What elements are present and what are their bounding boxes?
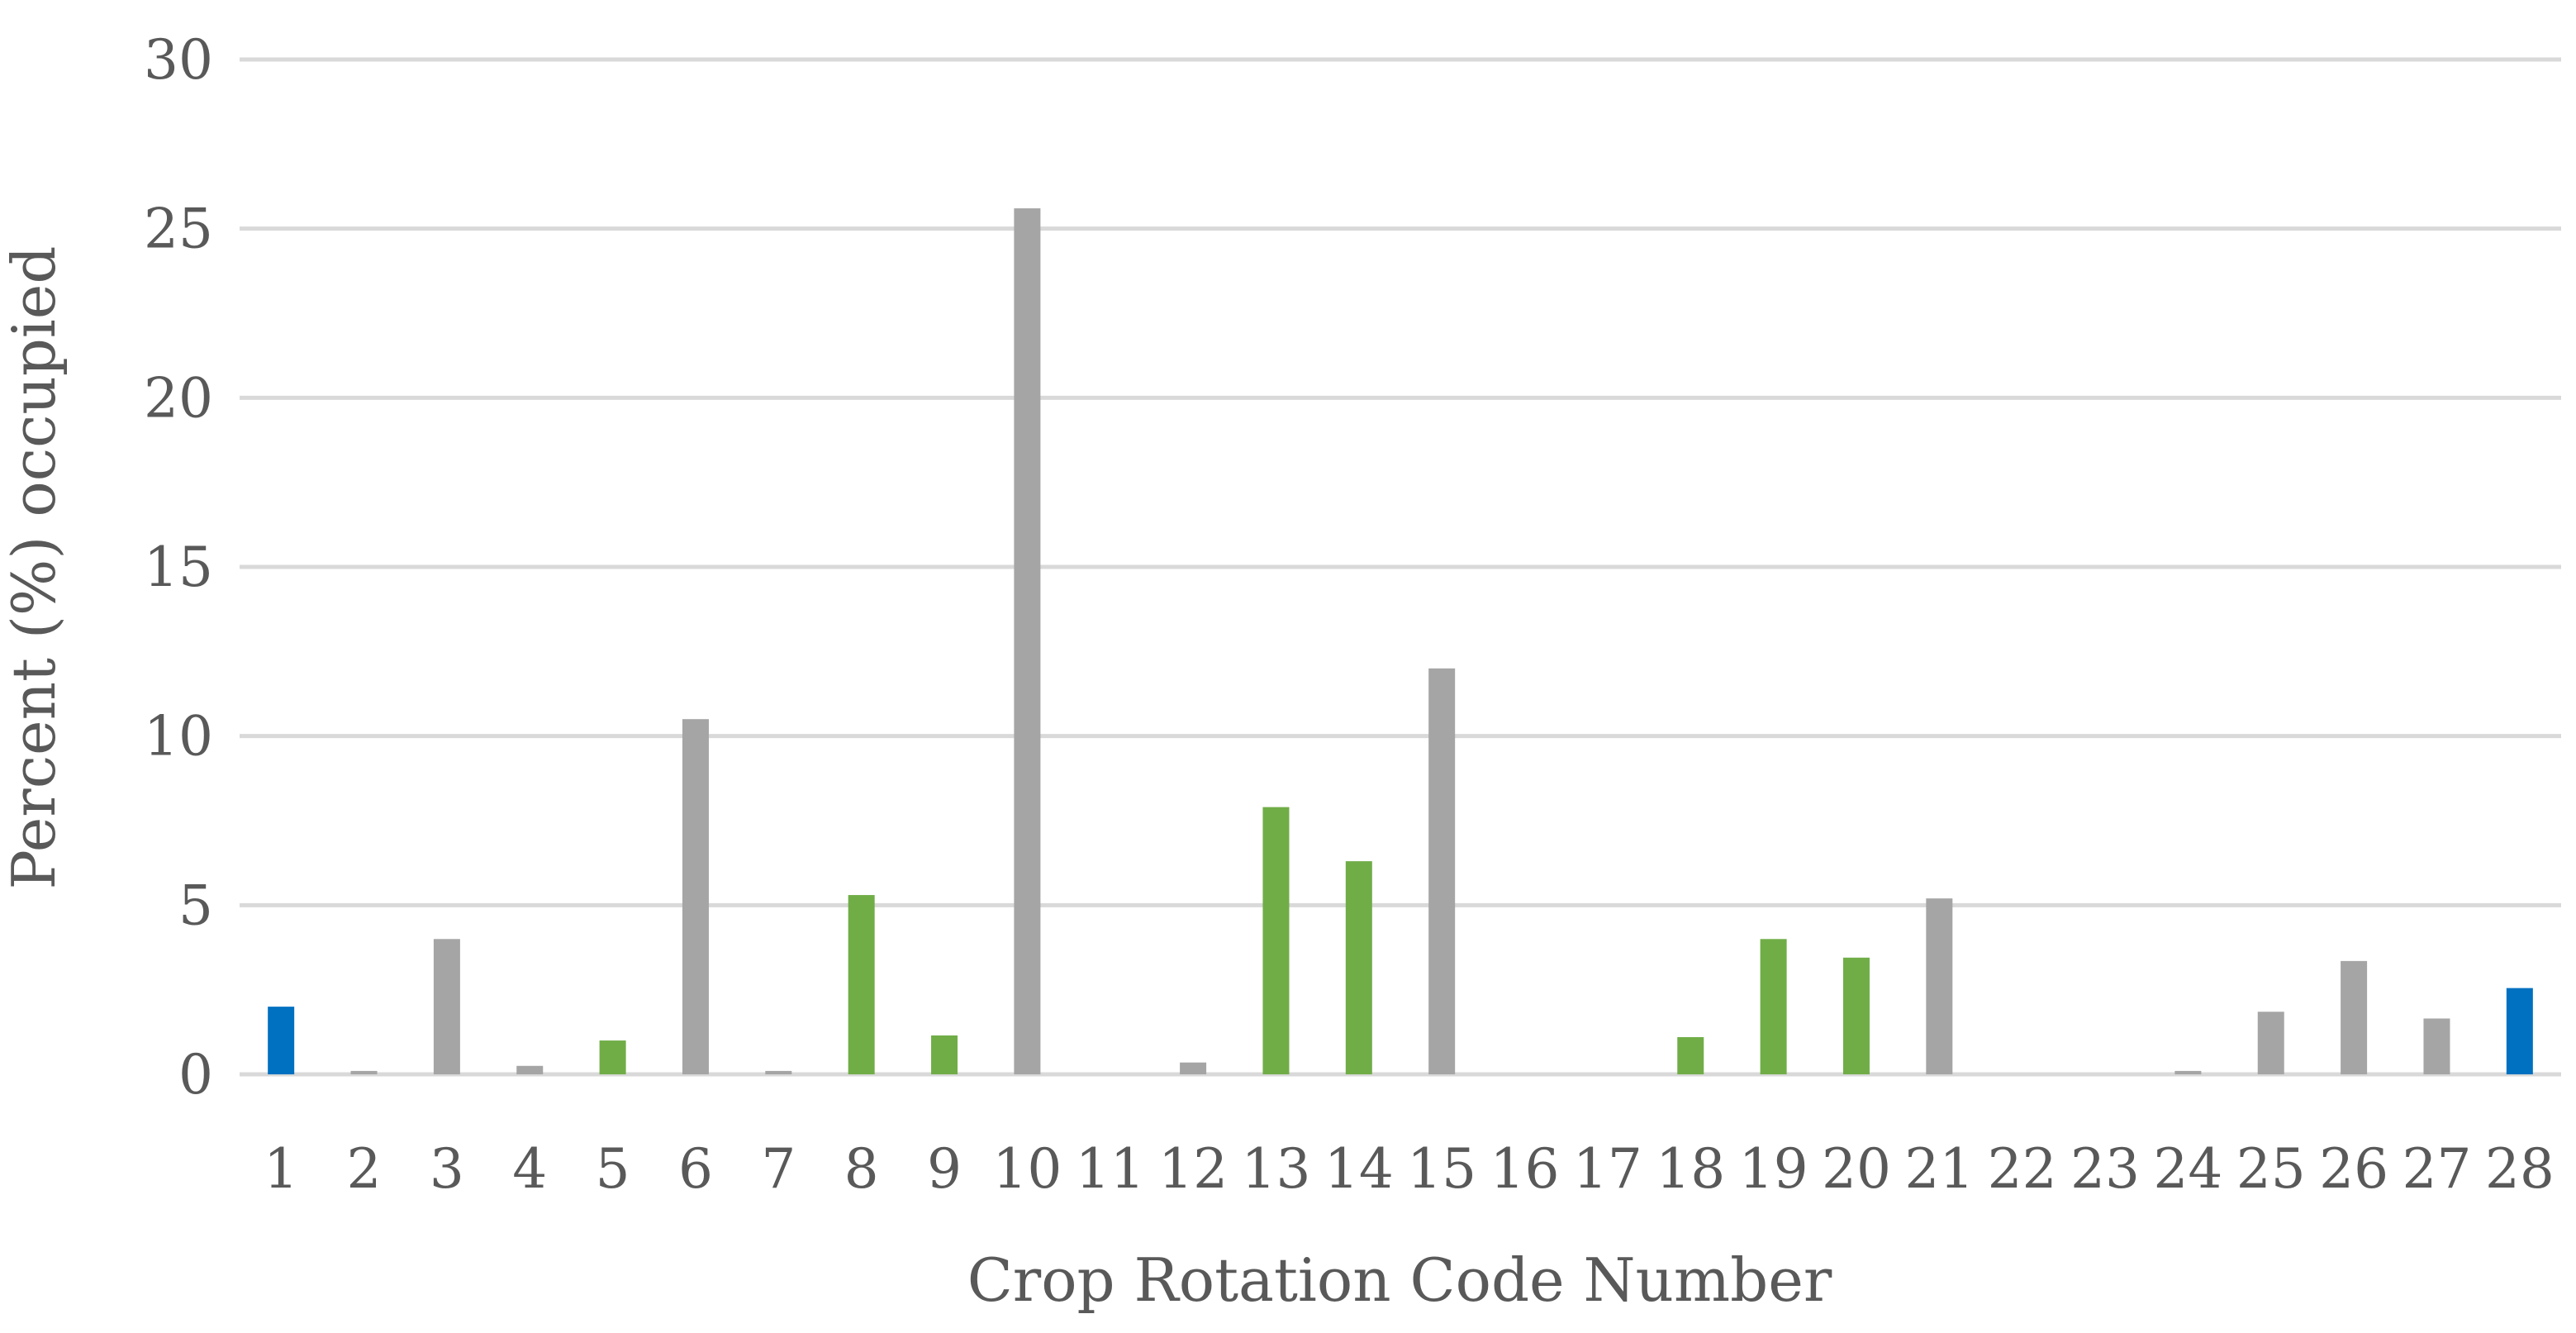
x-tick-label: 15 — [1407, 1137, 1476, 1201]
x-tick-label: 4 — [512, 1137, 547, 1201]
x-tick-label: 7 — [761, 1137, 796, 1201]
bar-13 — [1262, 807, 1290, 1074]
y-axis-title: Percent (%) occupied — [0, 245, 69, 889]
bars — [268, 208, 2533, 1074]
gridlines — [240, 57, 2561, 1077]
bar-1 — [268, 1007, 295, 1074]
y-tick-label: 10 — [144, 705, 213, 769]
bar-12 — [1180, 1062, 1207, 1074]
x-tick-label: 26 — [2319, 1137, 2388, 1201]
x-tick-label: 2 — [347, 1137, 382, 1201]
x-tick-label: 1 — [264, 1137, 298, 1201]
y-tick-label: 0 — [178, 1043, 213, 1107]
bar-21 — [1926, 898, 1953, 1074]
x-tick-label: 18 — [1656, 1137, 1725, 1201]
x-tick-label: 8 — [844, 1137, 879, 1201]
y-tick-label: 5 — [178, 874, 213, 937]
bar-25 — [2257, 1012, 2284, 1074]
y-tick-label: 25 — [144, 198, 213, 261]
bar-24 — [2174, 1070, 2202, 1074]
x-tick-label: 9 — [927, 1137, 962, 1201]
bar-2 — [350, 1070, 378, 1074]
x-tick-label: 3 — [430, 1137, 464, 1201]
bar-14 — [1345, 861, 1372, 1074]
x-tick-label: 27 — [2402, 1137, 2471, 1201]
bar-15 — [1428, 668, 1456, 1074]
x-tick-labels: 1 2 3 4 5 6 7 8 9 10 11 12 13 14 15 16 17 18 19 20 21 22 23 24 2… — [264, 1137, 2555, 1201]
bar-18 — [1677, 1036, 1704, 1074]
x-tick-label: 16 — [1490, 1137, 1560, 1201]
bar-7 — [765, 1070, 792, 1074]
x-tick-label: 5 — [596, 1137, 630, 1201]
x-tick-label: 19 — [1739, 1137, 1808, 1201]
y-tick-label: 15 — [144, 536, 213, 599]
bar-28 — [2506, 988, 2533, 1074]
x-tick-label: 23 — [2070, 1137, 2140, 1201]
x-axis-title: Crop Rotation Code Number — [967, 1245, 1832, 1315]
bar-27 — [2423, 1018, 2450, 1074]
bar-5 — [599, 1040, 626, 1074]
x-tick-label: 21 — [1904, 1137, 1974, 1201]
y-tick-label: 30 — [144, 28, 213, 92]
bar-3 — [433, 939, 460, 1074]
x-tick-label: 13 — [1241, 1137, 1310, 1201]
y-tick-labels: 0 5 10 15 20 25 30 — [144, 28, 213, 1107]
x-tick-label: 20 — [1822, 1137, 1891, 1201]
x-tick-label: 22 — [1988, 1137, 2057, 1201]
x-tick-label: 10 — [992, 1137, 1062, 1201]
x-tick-label: 14 — [1324, 1137, 1394, 1201]
x-tick-label: 6 — [678, 1137, 713, 1201]
x-tick-label: 28 — [2485, 1137, 2555, 1201]
bar-20 — [1842, 957, 1870, 1074]
bar-26 — [2341, 960, 2368, 1074]
bar-4 — [516, 1065, 544, 1074]
x-tick-label: 17 — [1573, 1137, 1642, 1201]
x-tick-label: 11 — [1076, 1137, 1145, 1201]
bar-8 — [848, 895, 875, 1074]
bar-19 — [1760, 939, 1787, 1074]
y-tick-label: 20 — [144, 366, 213, 430]
x-tick-label: 25 — [2236, 1137, 2306, 1201]
bar-6 — [682, 719, 709, 1074]
x-tick-label: 12 — [1158, 1137, 1228, 1201]
bar-9 — [931, 1035, 958, 1074]
bar-10 — [1014, 208, 1041, 1074]
x-tick-label: 24 — [2153, 1137, 2222, 1201]
